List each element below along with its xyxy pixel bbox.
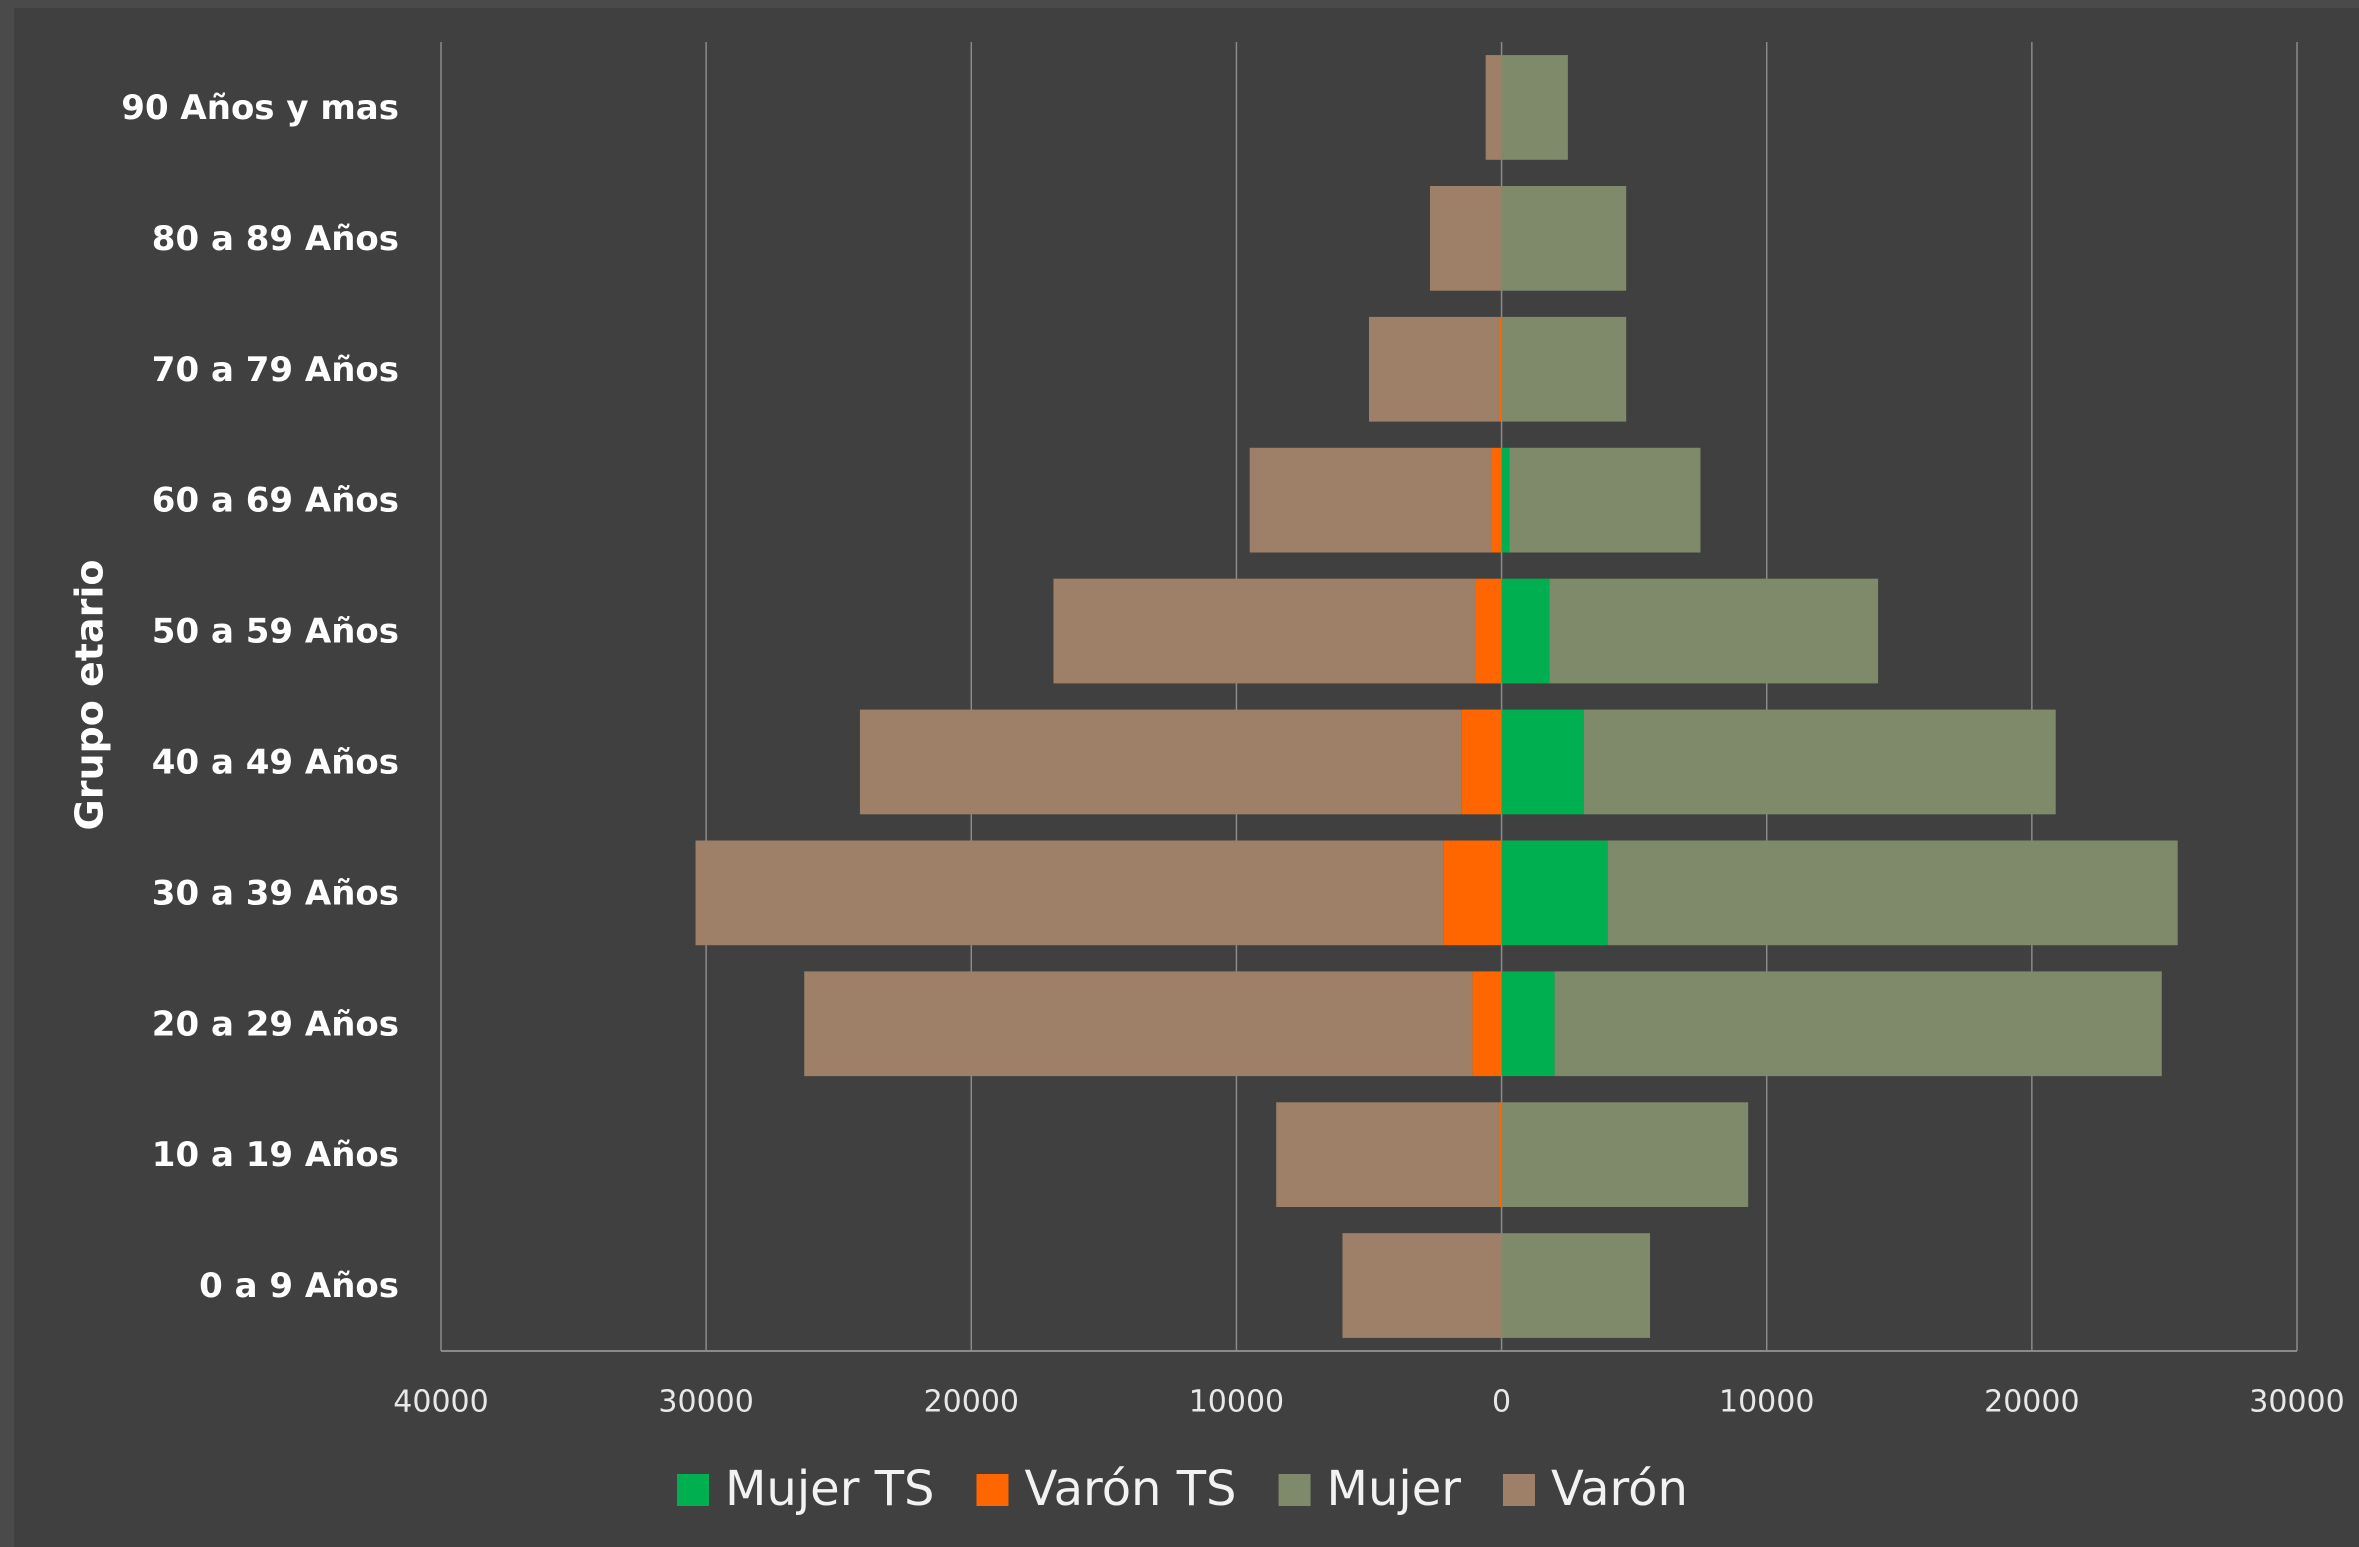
bar bbox=[1501, 447, 1510, 553]
y-axis-title: Grupo etario bbox=[68, 560, 112, 831]
bar bbox=[804, 971, 1473, 1077]
y-tick-label: 70 a 79 Años bbox=[152, 350, 399, 390]
x-tick-label: 30000 bbox=[658, 1385, 753, 1420]
y-tick-label: 0 a 9 Años bbox=[199, 1266, 399, 1306]
bar bbox=[1509, 447, 1701, 553]
bar bbox=[695, 840, 1444, 946]
y-tick-label: 40 a 49 Años bbox=[152, 742, 399, 782]
bar bbox=[859, 709, 1462, 815]
bar bbox=[1369, 316, 1499, 422]
bar bbox=[1429, 185, 1502, 291]
bar bbox=[1342, 1233, 1502, 1338]
bar bbox=[1501, 185, 1627, 291]
x-tick-label: 20000 bbox=[924, 1385, 1019, 1420]
y-tick-label: 20 a 29 Años bbox=[152, 1004, 399, 1044]
x-tick-label: 20000 bbox=[1984, 1385, 2079, 1420]
bar bbox=[1501, 1233, 1651, 1338]
legend-swatch bbox=[1502, 1474, 1535, 1506]
bar bbox=[1501, 971, 1555, 1077]
bar bbox=[1443, 840, 1502, 946]
y-tick-label: 30 a 39 Años bbox=[152, 873, 399, 913]
legend-swatch bbox=[1278, 1474, 1311, 1506]
bar bbox=[1490, 447, 1502, 553]
bar bbox=[1607, 840, 2178, 946]
bar bbox=[1461, 709, 1502, 815]
bar bbox=[1475, 578, 1502, 684]
y-tick-label: 60 a 69 Años bbox=[152, 481, 399, 521]
x-tick-label: 10000 bbox=[1719, 1385, 1814, 1420]
x-tick-label: 0 bbox=[1492, 1385, 1511, 1420]
legend-label: Varón TS bbox=[1024, 1461, 1236, 1517]
bar bbox=[1276, 1102, 1499, 1208]
legend-label: Varón bbox=[1551, 1461, 1688, 1517]
legend-label: Mujer bbox=[1327, 1461, 1462, 1517]
x-tick-label: 40000 bbox=[393, 1385, 488, 1420]
legend-swatch bbox=[976, 1474, 1009, 1506]
legend-swatch bbox=[677, 1474, 709, 1506]
bar bbox=[1501, 1102, 1749, 1208]
bar bbox=[1583, 709, 2056, 815]
bar bbox=[1053, 578, 1476, 684]
bar bbox=[1501, 55, 1568, 160]
y-tick-label: 50 a 59 Años bbox=[152, 612, 399, 652]
x-tick-label: 10000 bbox=[1189, 1385, 1284, 1420]
bar bbox=[1498, 316, 1502, 422]
bar bbox=[1472, 971, 1502, 1077]
bar bbox=[1501, 578, 1550, 684]
bar bbox=[1501, 316, 1627, 422]
y-tick-label: 10 a 19 Años bbox=[152, 1135, 399, 1175]
bar bbox=[1498, 1102, 1502, 1208]
bar bbox=[1501, 840, 1608, 946]
bar bbox=[1485, 55, 1502, 160]
bar bbox=[1554, 971, 2162, 1077]
y-tick-label: 80 a 89 Años bbox=[152, 219, 399, 259]
bar bbox=[1249, 447, 1491, 553]
y-tick-label: 90 Años y mas bbox=[121, 88, 399, 128]
legend-label: Mujer TS bbox=[725, 1461, 934, 1517]
bar bbox=[1501, 709, 1584, 815]
x-tick-label: 30000 bbox=[2249, 1385, 2344, 1420]
bar bbox=[1549, 578, 1879, 684]
